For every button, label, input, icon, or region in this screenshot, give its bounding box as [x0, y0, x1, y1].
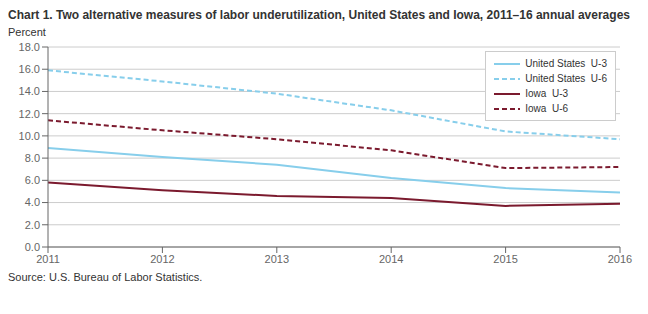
svg-text:2016: 2016: [608, 253, 632, 265]
svg-text:14.0: 14.0: [19, 85, 40, 97]
svg-text:16.0: 16.0: [19, 63, 40, 75]
html-text:Source: U.S. Bureau of Labor S: Source: U.S. Bureau of Labor Statistics.: [8, 271, 203, 283]
svg-text:2013: 2013: [265, 253, 289, 265]
svg-text:2.0: 2.0: [25, 219, 40, 231]
svg-text:6.0: 6.0: [25, 174, 40, 186]
html-text:United States U-3: United States U-3: [525, 58, 607, 69]
svg-text:10.0: 10.0: [19, 130, 40, 142]
svg-text:4.0: 4.0: [25, 196, 40, 208]
svg-text:18.0: 18.0: [19, 41, 40, 53]
html-text:Iowa U-6: Iowa U-6: [525, 103, 569, 114]
svg-text:2011: 2011: [36, 253, 60, 265]
svg-text:2012: 2012: [150, 253, 174, 265]
svg-text:2015: 2015: [493, 253, 517, 265]
svg-text:8.0: 8.0: [25, 152, 40, 164]
html-text:Iowa U-3: Iowa U-3: [525, 88, 569, 99]
svg-text:12.0: 12.0: [19, 108, 40, 120]
svg-text:0.0: 0.0: [25, 241, 40, 253]
html-text:Percent: Percent: [8, 26, 46, 38]
html-text:Chart 1. Two alternative measu: Chart 1. Two alternative measures of lab…: [8, 8, 630, 22]
html-text:United States U-6: United States U-6: [525, 73, 607, 84]
svg-text:2014: 2014: [379, 253, 403, 265]
